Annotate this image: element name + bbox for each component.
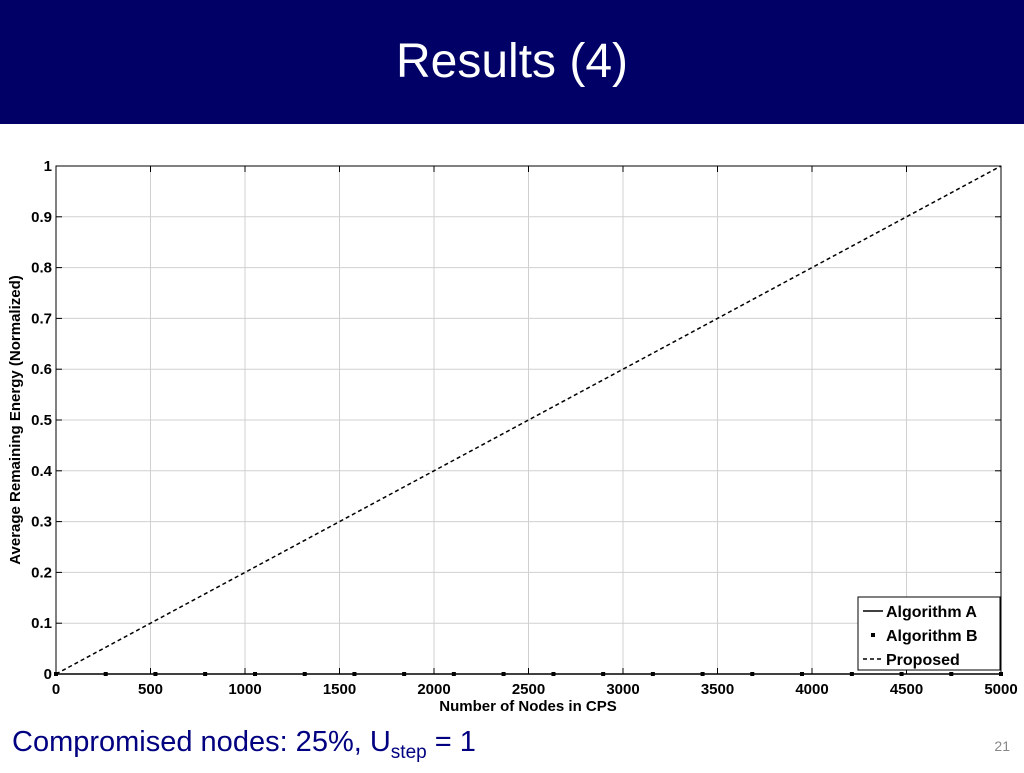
legend-label: Algorithm A xyxy=(886,604,977,621)
series-marker-algorithm-b xyxy=(153,672,158,676)
x-axis-label: Number of Nodes in CPS xyxy=(439,698,617,715)
series-marker-algorithm-b xyxy=(700,672,705,676)
slide-title: Results (4) xyxy=(395,35,629,88)
series-marker-algorithm-b xyxy=(849,672,854,676)
x-tick-label: 4500 xyxy=(890,681,923,698)
x-tick-label: 2500 xyxy=(512,681,545,698)
x-tick-label: 2000 xyxy=(417,681,450,698)
series-marker-algorithm-b xyxy=(750,672,755,676)
page-number: 21 xyxy=(994,738,1010,754)
x-tick-label: 1500 xyxy=(323,681,356,698)
y-tick-label: 0.5 xyxy=(31,412,52,429)
y-axis-label: Average Remaining Energy (Normalized) xyxy=(7,275,24,565)
y-tick-label: 1 xyxy=(44,158,52,175)
series-marker-algorithm-b xyxy=(999,672,1003,676)
y-tick-label: 0.9 xyxy=(31,209,52,226)
legend: Algorithm A Algorithm B Proposed xyxy=(857,596,1001,671)
series-marker-algorithm-b xyxy=(253,672,258,676)
series-marker-algorithm-b xyxy=(799,672,804,676)
y-tick-label: 0.6 xyxy=(31,361,52,378)
y-tick-label: 0.3 xyxy=(31,514,52,531)
y-tick-label: 0.2 xyxy=(31,564,52,581)
series-marker-algorithm-b xyxy=(402,672,407,676)
series-marker-algorithm-b xyxy=(551,672,556,676)
series-marker-algorithm-b xyxy=(899,672,904,676)
caption-end: = 1 xyxy=(426,726,476,758)
series-marker-algorithm-b xyxy=(650,672,655,676)
legend-label: Algorithm B xyxy=(886,628,978,645)
x-tick-label: 4000 xyxy=(795,681,828,698)
series-marker-algorithm-b xyxy=(949,672,954,676)
series-marker-algorithm-b xyxy=(451,672,456,676)
line-chart: 0 500 1000 1500 2000 2500 3000 3500 4000 4500 5000… xyxy=(7,158,1018,715)
series-marker-algorithm-b xyxy=(601,672,606,676)
tick-layer: 0 500 1000 1500 2000 2500 3000 3500 4000 4500 5000… xyxy=(31,158,1018,698)
x-tick-label: 500 xyxy=(138,681,163,698)
y-tick-label: 0.4 xyxy=(31,463,53,480)
y-tick-label: 0.1 xyxy=(31,615,52,632)
series-marker-algorithm-b xyxy=(203,672,208,676)
caption-main: Compromised nodes: 25%, U xyxy=(12,726,391,758)
legend-swatch-algorithm-b xyxy=(871,633,875,637)
y-tick-label: 0.8 xyxy=(31,260,52,277)
series-line-proposed xyxy=(55,165,1002,675)
x-tick-label: 1000 xyxy=(228,681,261,698)
grid-layer xyxy=(56,166,1001,674)
series-marker-algorithm-b xyxy=(501,672,506,676)
x-tick-label: 3500 xyxy=(701,681,734,698)
x-tick-label: 3000 xyxy=(606,681,639,698)
caption: Compromised nodes: 25%, Ustep = 1 xyxy=(12,722,476,773)
title-bar: Results (4) xyxy=(0,0,1024,124)
legend-label: Proposed xyxy=(886,652,960,669)
caption-subscript: step xyxy=(390,742,427,763)
series-marker-algorithm-b xyxy=(352,672,357,676)
series-marker-algorithm-b xyxy=(302,672,307,676)
series-marker-algorithm-b xyxy=(103,672,108,676)
x-tick-label: 5000 xyxy=(984,681,1017,698)
y-tick-label: 0 xyxy=(44,666,52,683)
series-layer xyxy=(54,165,1003,676)
legend-box xyxy=(857,596,1001,671)
y-tick-label: 0.7 xyxy=(31,310,52,327)
x-tick-label: 0 xyxy=(52,681,60,698)
